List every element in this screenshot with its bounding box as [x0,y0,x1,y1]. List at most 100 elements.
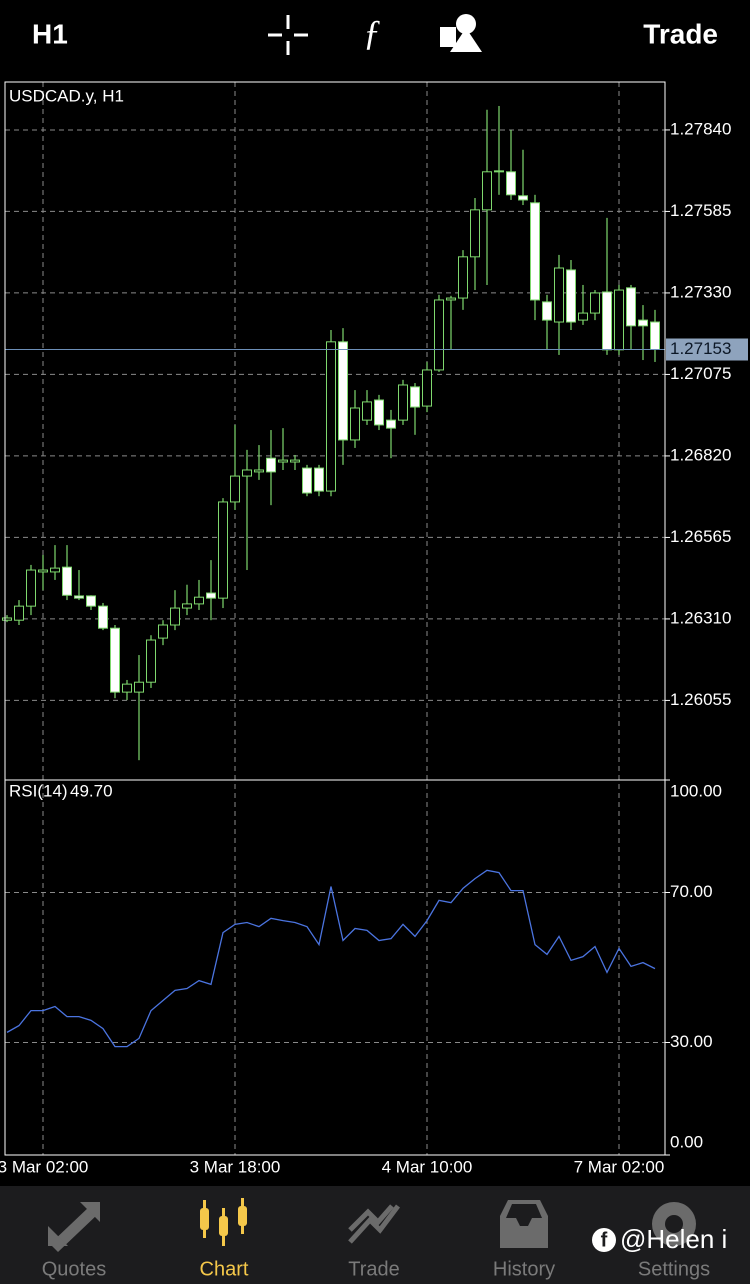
candle-body [614,289,624,351]
tab-label[interactable]: Quotes [42,1258,106,1280]
candle-body [14,605,24,621]
candle-body [374,399,384,426]
x-tick-label: 3 Mar 18:00 [190,1157,281,1176]
candle-body [350,407,360,441]
candle-body [554,267,564,323]
candle-body [338,341,348,441]
candle-body [590,292,600,314]
crosshair-icon[interactable] [268,15,308,55]
chart-icon[interactable] [200,1198,247,1246]
current-price-label: 1.27153 [670,339,731,358]
current-price-tag [666,338,748,361]
y-tick-label: 70.00 [670,882,713,901]
candle-body [566,269,576,323]
y-tick-label: 30.00 [670,1032,713,1051]
x-tick-label: 7 Mar 02:00 [574,1157,665,1176]
candle-body [122,683,132,693]
indicator-icon[interactable]: ƒ [363,12,381,52]
chart-title: USDCAD.y, H1 [9,86,124,105]
candle-body [482,171,492,211]
candle-body [626,287,636,327]
candle-body [134,681,144,693]
candle-body [182,603,192,609]
tab-label[interactable]: Settings [638,1258,710,1280]
y-tick-label: 1.27840 [670,119,731,138]
candle-body [446,297,456,301]
trade-icon[interactable] [348,1204,400,1244]
candle-body [206,592,216,599]
candle-body [386,419,396,429]
candle-body [254,469,264,473]
candle-body [242,469,252,477]
y-tick-label: 1.26055 [670,690,731,709]
facebook-icon [592,1228,616,1252]
candle-body [230,475,240,503]
candle-body [302,467,312,494]
candle-body [458,256,468,299]
candle-body [506,171,516,196]
candle-body [218,501,228,599]
y-tick-label: 1.26565 [670,527,731,546]
candle-body [278,459,288,463]
tab-bar [0,1186,750,1284]
candle-body [266,457,276,473]
candle-body [650,321,660,351]
indicator-value: 49.70 [70,781,113,800]
candle-body [362,401,372,421]
trade-button[interactable]: Trade [643,18,718,49]
facebook-glyph: f [601,1229,608,1251]
tab-label[interactable]: Chart [200,1258,249,1280]
candle-body [638,319,648,327]
timeframe-button[interactable]: H1 [32,18,68,49]
candle-body [530,202,540,301]
candle-body [146,639,156,683]
x-tick-label: 3 Mar 02:00 [0,1157,88,1176]
y-tick-label: 100.00 [670,781,722,800]
candle-body [410,386,420,408]
candle-body [422,369,432,407]
settings-icon[interactable] [652,1202,696,1246]
candle-body [38,569,48,573]
x-tick-label: 4 Mar 10:00 [382,1157,473,1176]
tab-label[interactable]: Trade [348,1258,400,1280]
candle-body [602,291,612,351]
history-icon[interactable] [500,1200,548,1248]
candle-body [98,605,108,629]
candle-body [62,566,72,596]
candle-body [470,209,480,258]
tab-label[interactable]: History [493,1258,555,1280]
watermark: @Helen i [620,1224,727,1254]
candle-body [26,569,36,607]
quotes-icon[interactable] [48,1202,100,1252]
candle-body [74,595,84,599]
y-tick-label: 1.27075 [670,364,731,383]
candle-body [290,459,300,463]
candle-body [170,607,180,626]
y-tick-label: 1.27585 [670,201,731,220]
rsi-line [6,869,656,1048]
y-tick-label: 0.00 [670,1132,703,1151]
chart-frame [4,81,666,1156]
candle-body [518,195,528,201]
candle-body [110,627,120,693]
objects-icon[interactable] [440,14,482,52]
candle-body [326,341,336,492]
candle-body [578,312,588,321]
candle-body [194,596,204,605]
candle-body [158,624,168,639]
candle-body [398,384,408,421]
candle-body [494,170,504,173]
candle-body [542,301,552,321]
candle-body [50,567,60,573]
y-tick-label: 1.26310 [670,608,731,627]
candle-body [314,467,324,492]
indicator-title: RSI(14) [9,781,68,800]
y-tick-label: 1.26820 [670,445,731,464]
candle-body [434,299,444,371]
candle-body [86,595,96,607]
candle-body [2,617,12,621]
y-tick-label: 1.27330 [670,282,731,301]
